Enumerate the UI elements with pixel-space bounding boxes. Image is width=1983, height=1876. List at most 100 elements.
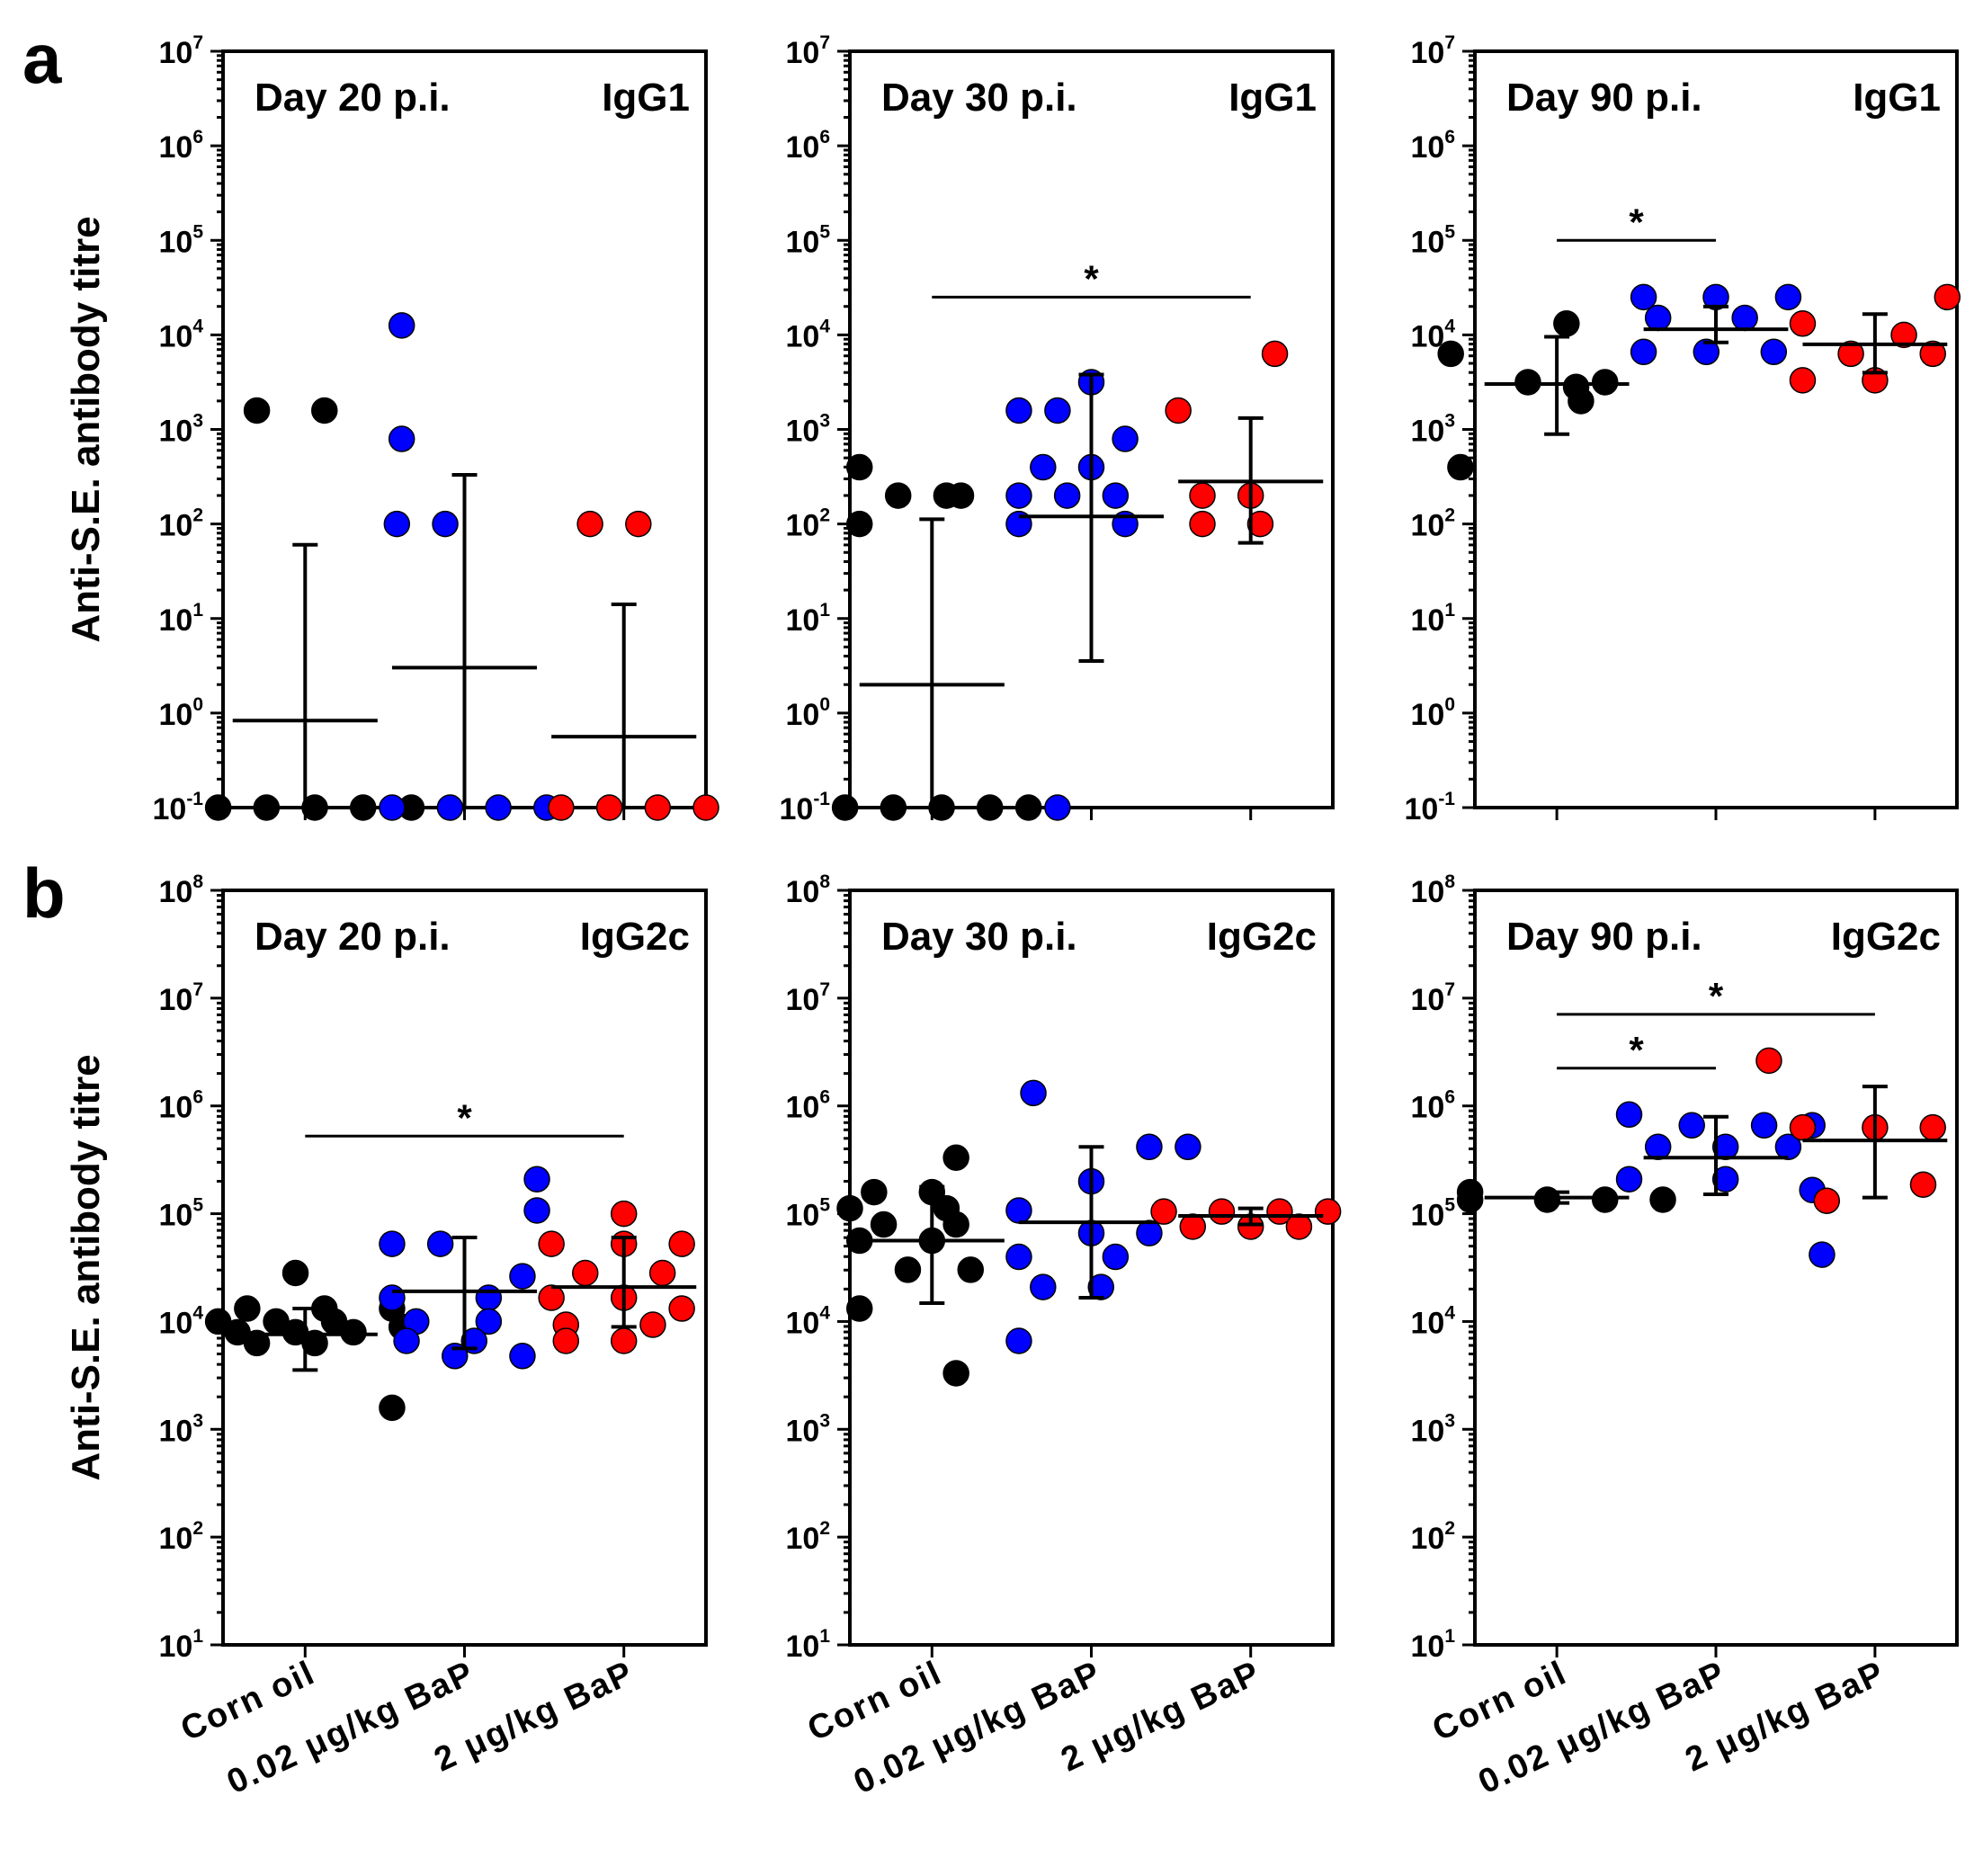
data-point <box>509 1263 536 1290</box>
data-point <box>1890 321 1917 349</box>
data-point <box>1837 340 1864 368</box>
data-point <box>523 1166 550 1193</box>
panel-b-1: 101 102 103 104 105 106 107 108 Day 20 p.i. IgG2c… <box>158 871 708 1801</box>
data-point <box>845 453 873 481</box>
data-point <box>870 1210 898 1238</box>
data-point <box>1553 310 1580 337</box>
data-point <box>942 1144 969 1171</box>
data-point <box>1102 1243 1130 1271</box>
y-tick-label: 104 <box>158 1302 203 1340</box>
group-1 <box>1437 310 1630 481</box>
data-point <box>1774 1133 1802 1161</box>
y-tick-label: 103 <box>1410 1410 1455 1448</box>
data-point <box>1693 338 1720 366</box>
data-point <box>1266 1198 1293 1225</box>
data-point <box>475 1308 503 1336</box>
plot-frame <box>1473 49 1959 809</box>
group-3 <box>1165 340 1324 545</box>
data-point <box>475 1284 503 1311</box>
data-point <box>1615 1166 1643 1193</box>
data-point <box>426 1230 454 1257</box>
y-tick-label: 101 <box>158 1626 203 1664</box>
significance-star: * <box>1629 1029 1644 1071</box>
y-tick-label: 103 <box>158 411 203 449</box>
y-tick-label: 102 <box>1410 505 1455 543</box>
data-point <box>204 794 232 821</box>
data-point <box>625 510 652 538</box>
y-tick-label: 101 <box>1410 1626 1455 1664</box>
data-point <box>1246 510 1274 538</box>
y-tick-label: 107 <box>158 979 203 1017</box>
y-tick-label: 106 <box>158 1087 203 1125</box>
data-point <box>1919 1113 1946 1141</box>
data-point <box>1568 388 1594 415</box>
y-tick-label: 104 <box>785 1302 830 1340</box>
data-point <box>1678 1112 1705 1139</box>
data-point <box>1750 1112 1778 1139</box>
data-point <box>1087 1273 1114 1300</box>
data-point <box>388 425 415 452</box>
data-point <box>301 1329 328 1357</box>
data-point <box>1731 304 1758 332</box>
data-point <box>1630 283 1657 311</box>
data-point <box>894 1256 922 1283</box>
data-point <box>379 1284 406 1311</box>
y-tick-label: 107 <box>785 32 830 70</box>
data-point <box>648 1259 676 1287</box>
data-point <box>1644 304 1672 332</box>
data-point <box>1760 338 1788 366</box>
data-point <box>1809 1241 1836 1268</box>
y-tick-label: 103 <box>1410 411 1455 449</box>
data-point <box>976 794 1004 821</box>
y-tick-label: 101 <box>1410 600 1455 638</box>
data-point <box>845 1295 873 1322</box>
group-2 <box>379 1166 550 1370</box>
data-point <box>1030 453 1057 481</box>
panel-title-day: Day 20 p.i. <box>255 76 451 120</box>
y-tick-label: 105 <box>158 1195 203 1233</box>
group-3 <box>1755 1047 1948 1214</box>
y-tick-label: 106 <box>1410 127 1455 165</box>
y-tick-label: 108 <box>785 871 830 909</box>
y-tick-label: 105 <box>785 221 830 259</box>
data-point <box>1005 1197 1032 1224</box>
figure-root: Anti-S.E. antibody titre a Anti-S.E. antib… <box>22 19 1961 1801</box>
data-point <box>928 794 955 821</box>
data-point <box>1919 340 1946 368</box>
panel-title-day: Day 30 p.i. <box>881 915 1077 959</box>
data-point <box>1150 1198 1177 1225</box>
data-point <box>1020 1079 1047 1107</box>
y-tick-label: 105 <box>158 221 203 259</box>
significance-star: * <box>457 1096 472 1139</box>
y-tick-label: 100 <box>785 694 830 732</box>
y-axis-label: Anti-S.E. antibody titre <box>64 1054 108 1480</box>
data-point <box>509 1343 536 1370</box>
data-point <box>1456 1186 1484 1213</box>
data-point <box>379 1230 406 1257</box>
panel-letter-a: a <box>22 19 62 98</box>
data-point <box>1314 1198 1342 1225</box>
data-point <box>884 482 912 509</box>
data-point <box>1005 482 1032 509</box>
data-point <box>610 1200 638 1228</box>
data-point <box>349 794 377 821</box>
group-2 <box>379 312 560 821</box>
data-point <box>1514 369 1541 396</box>
y-tick-label: 103 <box>785 411 830 449</box>
data-point <box>1649 1186 1676 1213</box>
y-tick-label: 101 <box>158 600 203 638</box>
group-1 <box>1456 1178 1676 1213</box>
data-point <box>1044 397 1071 424</box>
panel-title-isotype: IgG1 <box>1853 76 1941 120</box>
data-point <box>1789 1113 1817 1141</box>
significance-star: * <box>1084 257 1099 299</box>
data-point <box>281 1259 309 1287</box>
data-point <box>311 397 338 424</box>
data-point <box>692 794 719 821</box>
panel-title-day: Day 90 p.i. <box>1506 915 1702 959</box>
data-point <box>548 794 575 821</box>
group-2 <box>1630 283 1802 366</box>
data-point <box>610 1327 638 1354</box>
y-tick-label: 107 <box>158 32 203 70</box>
